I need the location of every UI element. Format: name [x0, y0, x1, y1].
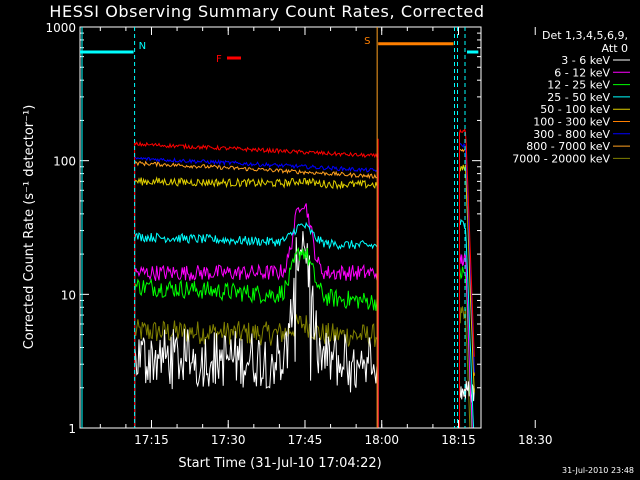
series-line [458, 127, 475, 429]
annotation-marker: N [139, 41, 146, 52]
series-line [134, 138, 379, 429]
series-line [134, 246, 379, 429]
legend-entry-label: 50 - 100 keV [540, 103, 610, 116]
legend-entry-label: 3 - 6 keV [561, 54, 610, 67]
series-line [134, 153, 379, 429]
chart-title: HESSI Observing Summary Count Rates, Cor… [49, 2, 484, 21]
series-line [459, 253, 475, 429]
annotation-marker: F [216, 54, 222, 65]
legend-entry-label: 25 - 50 keV [547, 91, 610, 104]
y-tick-label: 1000 [45, 21, 76, 35]
legend-header-line-2: Att 0 [602, 42, 628, 55]
x-tick-label: 18:00 [364, 433, 399, 447]
legend-entry-label: 300 - 800 keV [533, 128, 610, 141]
x-axis-label: Start Time (31-Jul-10 17:04:22) [178, 456, 381, 471]
legend-entry-label: 7000 - 20000 keV [512, 152, 610, 165]
legend-header-line-1: Det 1,3,4,5,6,9, [542, 29, 628, 42]
series-line [459, 218, 475, 429]
x-tick-label: 18:30 [518, 433, 553, 447]
x-tick-label: 17:30 [211, 433, 246, 447]
series-line [134, 203, 379, 429]
series-line [459, 164, 475, 429]
series-line [134, 221, 379, 429]
x-tick-label: 17:45 [288, 433, 323, 447]
series-line [134, 167, 379, 429]
series-line [134, 314, 379, 429]
annotation-marker: S [364, 36, 370, 47]
legend-entry-label: 100 - 300 keV [533, 116, 610, 129]
series-line [458, 142, 475, 429]
x-tick-label: 17:15 [134, 433, 169, 447]
plot-frame [79, 26, 482, 429]
series-line [134, 159, 379, 429]
x-tick-label: 18:15 [441, 433, 476, 447]
series-line [134, 231, 379, 429]
y-tick-label: 100 [53, 155, 76, 169]
timestamp: 31-Jul-2010 23:48 [562, 466, 634, 475]
legend-entry-label: 6 - 12 keV [554, 66, 610, 79]
y-tick-label: 10 [61, 288, 76, 302]
y-tick-label: 1 [68, 422, 76, 436]
legend-entry-label: 800 - 7000 keV [526, 140, 610, 153]
legend-entry-label: 12 - 25 keV [547, 79, 610, 92]
y-axis-label: Corrected Count Rate (s⁻¹ detector⁻¹) [22, 105, 37, 350]
